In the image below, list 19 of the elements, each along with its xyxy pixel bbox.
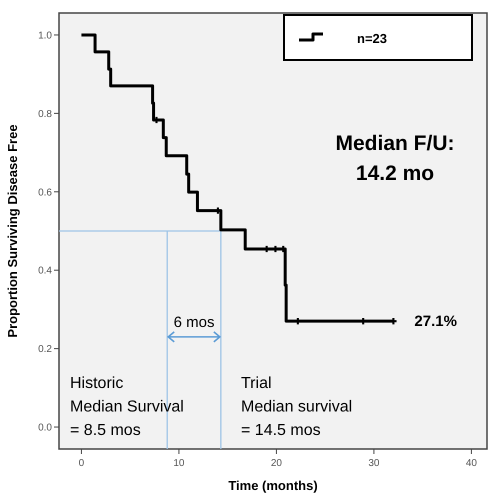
annotation: Trial Median survival = 14.5 mos xyxy=(241,375,352,439)
y-tick-label: 0.2 xyxy=(38,344,52,356)
y-tick-label: 0.4 xyxy=(38,266,52,277)
x-tick-label: 40 xyxy=(466,458,478,469)
x-axis-title: Time (months) xyxy=(228,478,318,493)
annotation: Historic Median Survival = 8.5 mos xyxy=(70,375,184,439)
x-tick-label: 0 xyxy=(78,458,85,469)
x-tick-label: 10 xyxy=(173,458,185,469)
x-tick-label: 30 xyxy=(368,458,380,469)
annotation: Median F/U: 14.2 mo xyxy=(336,132,454,185)
text: n=23 xyxy=(357,31,387,46)
y-tick-label: 1.0 xyxy=(38,30,52,42)
y-axis-title: Proportion Surviving Disease Free xyxy=(5,124,20,338)
y-tick-label: 0.0 xyxy=(38,422,52,434)
y-tick-label: 0.6 xyxy=(38,187,52,198)
y-tick-label: 0.8 xyxy=(38,108,52,120)
annotation: 27.1% xyxy=(414,313,457,330)
annotation: 6 mos xyxy=(174,314,214,331)
x-tick-label: 20 xyxy=(270,458,282,469)
